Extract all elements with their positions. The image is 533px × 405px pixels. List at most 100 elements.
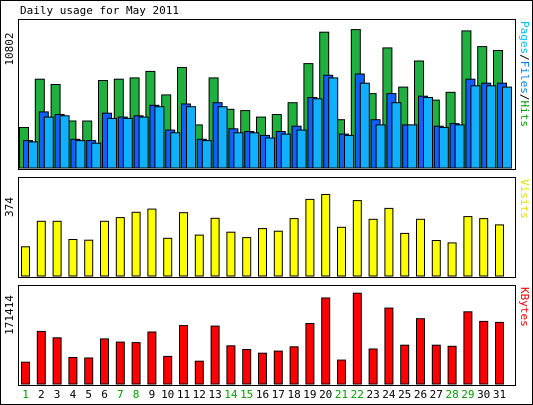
bar-pages-day-23 xyxy=(375,124,386,169)
bar-kbytes-day-17 xyxy=(273,350,283,385)
x-tick-day-11: 11 xyxy=(177,388,190,401)
x-axis-day-labels: 1 2 3 4 5 6 7 8 9 10 11 12 13 14 15 16 17 18 19 20 21 22 23 24 2… xyxy=(22,388,506,401)
bar-pages-day-28 xyxy=(454,124,465,169)
bar-pages-day-16 xyxy=(265,137,275,169)
bar-pages-day-29 xyxy=(470,85,481,169)
x-tick-day-23: 23 xyxy=(366,388,379,401)
bar-visits-day-7 xyxy=(115,217,125,277)
bar-kbytes-day-5 xyxy=(84,357,94,385)
x-tick-day-21: 21 xyxy=(335,388,348,401)
bar-pages-day-15 xyxy=(249,132,260,169)
bar-pages-day-30 xyxy=(486,85,497,169)
x-tick-day-31: 31 xyxy=(493,388,506,401)
bar-kbytes-day-6 xyxy=(100,338,109,385)
panel-legend: KBytes xyxy=(518,287,531,327)
x-tick-day-3: 3 xyxy=(54,388,61,401)
bar-pages-day-27 xyxy=(438,127,449,169)
bar-kbytes-day-19 xyxy=(305,323,315,385)
bar-visits-day-8 xyxy=(131,211,141,277)
x-tick-day-14: 14 xyxy=(224,388,238,401)
bar-pages-day-9 xyxy=(154,106,165,169)
bar-pages-day-1 xyxy=(28,141,38,169)
legend-text: Visits xyxy=(518,179,531,219)
bar-visits-day-31 xyxy=(495,224,504,277)
bar-visits-day-22 xyxy=(352,200,362,277)
bar-visits-day-26 xyxy=(416,218,425,277)
bar-visits-day-6 xyxy=(100,220,109,277)
x-tick-day-25: 25 xyxy=(398,388,411,401)
x-tick-day-17: 17 xyxy=(272,388,285,401)
bar-pages-day-10 xyxy=(170,132,181,169)
bar-kbytes-day-4 xyxy=(68,357,78,385)
bar-visits-day-2 xyxy=(36,220,46,277)
bar-kbytes-day-14 xyxy=(226,345,236,385)
bar-pages-day-13 xyxy=(217,106,228,169)
x-tick-day-10: 10 xyxy=(161,388,174,401)
legend-text: Hits xyxy=(518,101,531,128)
x-tick-day-20: 20 xyxy=(319,388,332,401)
bar-visits-day-14 xyxy=(226,231,236,277)
bar-visits-day-18 xyxy=(289,218,299,277)
panel-max-label: 374 xyxy=(3,197,16,217)
panel-max-label: 171414 xyxy=(3,295,16,335)
bar-visits-day-4 xyxy=(68,239,78,277)
bar-kbytes-day-16 xyxy=(258,352,267,385)
panel-2: 374 Visits xyxy=(3,177,531,278)
bar-visits-day-1 xyxy=(21,246,30,277)
bar-visits-day-5 xyxy=(84,239,94,277)
bar-pages-day-20 xyxy=(328,77,339,169)
x-tick-day-27: 27 xyxy=(430,388,443,401)
x-tick-day-9: 9 xyxy=(149,388,156,401)
bar-visits-day-30 xyxy=(479,218,489,277)
x-tick-day-22: 22 xyxy=(351,388,364,401)
bar-pages-day-6 xyxy=(107,117,117,169)
bar-kbytes-day-2 xyxy=(36,330,46,385)
bar-kbytes-day-7 xyxy=(115,341,125,385)
bar-kbytes-day-15 xyxy=(242,349,252,385)
bar-visits-day-15 xyxy=(242,237,252,277)
bar-pages-day-17 xyxy=(280,133,291,169)
bar-visits-day-9 xyxy=(147,208,157,277)
bar-pages-day-2 xyxy=(43,116,54,169)
legend-text: / xyxy=(518,54,531,61)
bar-kbytes-day-3 xyxy=(52,337,62,385)
legend-text: KBytes xyxy=(518,287,531,327)
x-tick-day-26: 26 xyxy=(414,388,427,401)
bar-kbytes-day-18 xyxy=(289,346,299,385)
x-tick-day-15: 15 xyxy=(240,388,253,401)
bar-pages-day-21 xyxy=(344,134,354,169)
bar-pages-day-11 xyxy=(186,106,196,169)
legend-text: Files xyxy=(518,61,531,94)
bar-pages-day-12 xyxy=(201,140,212,169)
bar-pages-day-4 xyxy=(75,140,86,169)
bar-pages-day-25 xyxy=(407,124,418,169)
x-tick-day-13: 13 xyxy=(208,388,221,401)
bar-pages-day-31 xyxy=(502,86,512,169)
bar-kbytes-day-26 xyxy=(416,318,425,385)
bar-visits-day-12 xyxy=(194,234,204,277)
x-tick-day-24: 24 xyxy=(382,388,396,401)
bar-kbytes-day-11 xyxy=(179,325,188,385)
bar-kbytes-day-31 xyxy=(495,321,504,385)
bar-pages-day-19 xyxy=(312,98,323,169)
x-tick-day-29: 29 xyxy=(461,388,474,401)
x-tick-day-4: 4 xyxy=(70,388,77,401)
bar-visits-day-29 xyxy=(463,216,473,277)
bar-visits-day-24 xyxy=(384,207,394,277)
x-tick-day-6: 6 xyxy=(101,388,108,401)
bar-pages-day-8 xyxy=(138,116,149,169)
legend-text: Pages xyxy=(518,21,531,54)
bar-kbytes-day-13 xyxy=(210,325,220,385)
panel-max-label: 10802 xyxy=(3,32,16,65)
bar-kbytes-day-25 xyxy=(400,344,410,385)
bar-visits-day-25 xyxy=(400,232,410,277)
bar-visits-day-23 xyxy=(368,218,378,277)
x-tick-day-7: 7 xyxy=(117,388,124,401)
bar-visits-day-3 xyxy=(52,220,62,277)
x-tick-day-18: 18 xyxy=(287,388,300,401)
x-tick-day-8: 8 xyxy=(133,388,140,401)
bar-kbytes-day-28 xyxy=(447,345,457,385)
panel-3: 171414 KBytes xyxy=(3,285,531,386)
